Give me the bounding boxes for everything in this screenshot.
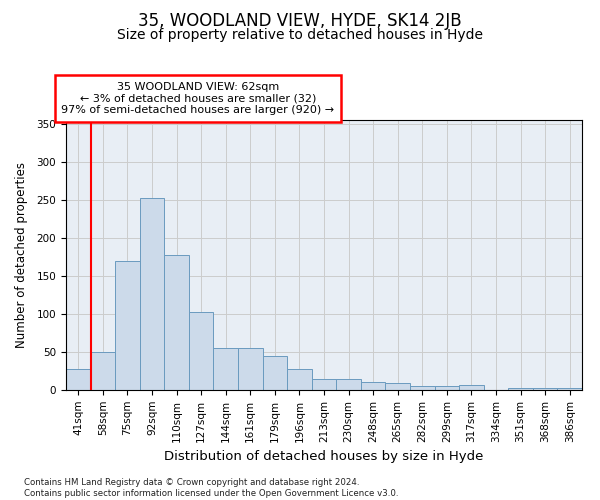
Text: 35 WOODLAND VIEW: 62sqm
← 3% of detached houses are smaller (32)
97% of semi-det: 35 WOODLAND VIEW: 62sqm ← 3% of detached… [61, 82, 335, 115]
Bar [91, 352, 115, 390]
Y-axis label: Number of detached properties: Number of detached properties [15, 162, 28, 348]
Bar [287, 370, 312, 390]
Text: Contains HM Land Registry data © Crown copyright and database right 2024.
Contai: Contains HM Land Registry data © Crown c… [24, 478, 398, 498]
Bar [189, 312, 214, 390]
Bar [410, 386, 434, 390]
Bar [140, 198, 164, 390]
X-axis label: Distribution of detached houses by size in Hyde: Distribution of detached houses by size … [164, 450, 484, 463]
Bar [115, 260, 140, 390]
Bar [312, 378, 336, 390]
Bar [164, 254, 189, 390]
Bar [434, 386, 459, 390]
Bar [385, 383, 410, 390]
Bar [238, 348, 263, 390]
Text: Size of property relative to detached houses in Hyde: Size of property relative to detached ho… [117, 28, 483, 42]
Text: 35, WOODLAND VIEW, HYDE, SK14 2JB: 35, WOODLAND VIEW, HYDE, SK14 2JB [138, 12, 462, 30]
Bar [557, 388, 582, 390]
Bar [336, 378, 361, 390]
Bar [66, 370, 91, 390]
Bar [263, 356, 287, 390]
Bar [361, 382, 385, 390]
Bar [508, 388, 533, 390]
Bar [533, 388, 557, 390]
Bar [459, 384, 484, 390]
Bar [214, 348, 238, 390]
